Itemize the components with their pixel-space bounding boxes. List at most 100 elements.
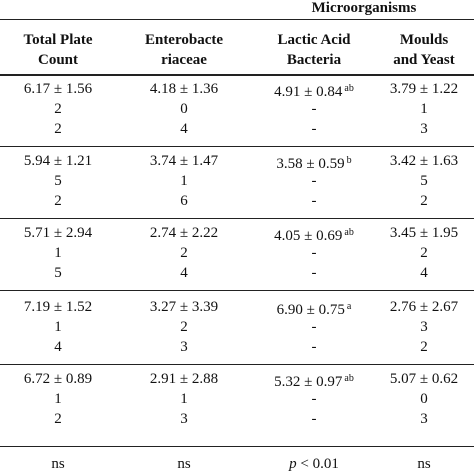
cell-value: 5.71 ± 2.94 [23,225,93,241]
footer-cell: ns [417,456,431,472]
table-cell: - [254,390,374,408]
table-cell: 1 [126,172,242,190]
table-cell: 3 [126,410,242,428]
table-cell: 6.17 ± 1.56 [0,80,116,98]
significance-superscript: ab [344,373,354,384]
cell-value: 1 [54,319,62,335]
p-symbol: p [289,456,297,472]
cell-value: 6.90 ± 0.75 [276,302,345,318]
footer-cell-lab: p < 0.01 [254,455,374,473]
header-line: riaceae [161,52,207,68]
cell-value: 1 [420,101,428,117]
cell-value: 3.27 ± 3.39 [149,299,219,315]
table-cell: 4 [0,338,116,356]
cell-value: 3.79 ± 1.22 [389,81,459,97]
cell-value: 3 [420,319,428,335]
cell-value: 5.07 ± 0.62 [389,371,459,387]
table-cell: 2 [126,318,242,336]
header-line: Total Plate [23,32,93,48]
table-cell: 2 [0,100,116,118]
table-cell: 2 [374,338,474,356]
cell-value: - [311,121,317,137]
cell-value: 5 [420,173,428,189]
header-line: Lactic Acid [277,32,351,48]
table-cell: - [254,338,374,356]
footer-top-rule [0,446,474,447]
cell-value: 3.42 ± 1.63 [389,153,459,169]
cell-value: 6.17 ± 1.56 [23,81,93,97]
significance-superscript: b [346,155,352,166]
cell-value: - [311,245,317,261]
cell-value: 7.19 ± 1.52 [23,299,93,315]
cell-value: 0 [420,391,428,407]
column-header-moulds-and-yeast: Moulds and Yeast [374,30,474,70]
cell-value: 2 [180,319,188,335]
table-cell: 3 [374,318,474,336]
cell-value: 4 [180,265,188,281]
cell-value: 5 [54,265,62,281]
cell-value: 2.74 ± 2.22 [149,225,219,241]
significance-superscript: a [346,301,352,312]
table-cell: 3 [374,410,474,428]
table-cell: 7.19 ± 1.52 [0,298,116,316]
table-cell: 4 [126,264,242,282]
significance-superscript: ab [344,83,354,94]
cell-value: 3.74 ± 1.47 [149,153,219,169]
cell-value: 4.05 ± 0.69 [274,228,343,244]
cell-value: 3 [420,411,428,427]
table-cell: 2 [126,244,242,262]
table-cell: 0 [126,100,242,118]
cell-value: 2.76 ± 2.67 [389,299,459,315]
table-cell: 5 [0,264,116,282]
cell-value: - [311,411,317,427]
cell-value: 0 [180,101,188,117]
cell-value: 3 [180,411,188,427]
table-cell: 2.76 ± 2.67 [374,298,474,316]
p-value-text: < 0.01 [296,456,339,472]
table-cell: - [254,100,374,118]
table-cell: 3.79 ± 1.22 [374,80,474,98]
group-header-rule [0,19,474,20]
table-cell: - [254,264,374,282]
table-cell: 3 [126,338,242,356]
table-cell: 3.58 ± 0.59 b [254,152,374,173]
table-cell: 6.90 ± 0.75 a [254,298,374,319]
table-cell: 6 [126,192,242,210]
table-cell: 3.45 ± 1.95 [374,224,474,242]
cell-value: 5.32 ± 0.97 [274,374,343,390]
column-header-total-plate-count: Total Plate Count [0,30,116,70]
footer-cell: ns [51,456,65,472]
cell-value: - [311,339,317,355]
cell-value: - [311,101,317,117]
cell-value: 4 [180,121,188,137]
group-separator-rule [0,218,474,219]
table-cell: 5.71 ± 2.94 [0,224,116,242]
cell-value: 5.94 ± 1.21 [23,153,93,169]
table-cell: 2 [0,120,116,138]
table-cell: 6.72 ± 0.89 [0,370,116,388]
table-cell: - [254,244,374,262]
table-cell: 1 [374,100,474,118]
column-header-lactic-acid-bacteria: Lactic Acid Bacteria [254,30,374,70]
header-line: Enterobacte [144,32,224,48]
table-cell: 4 [126,120,242,138]
cell-value: 1 [54,391,62,407]
table-cell: 5 [374,172,474,190]
cell-value: 6 [180,193,188,209]
table-cell: 1 [126,390,242,408]
cell-value: 1 [180,391,188,407]
table-cell: 4.91 ± 0.84 ab [254,80,374,101]
header-line: and Yeast [393,52,455,68]
table-cell: 5.94 ± 1.21 [0,152,116,170]
table-cell: 3.27 ± 3.39 [126,298,242,316]
table-cell: 1 [0,244,116,262]
table-cell: 3.74 ± 1.47 [126,152,242,170]
significance-superscript: ab [344,227,354,238]
table-cell: 5.07 ± 0.62 [374,370,474,388]
cell-value: 6.72 ± 0.89 [23,371,93,387]
group-separator-rule [0,146,474,147]
cell-value: 3 [180,339,188,355]
table-cell: 3.42 ± 1.63 [374,152,474,170]
table-cell: 5 [0,172,116,190]
